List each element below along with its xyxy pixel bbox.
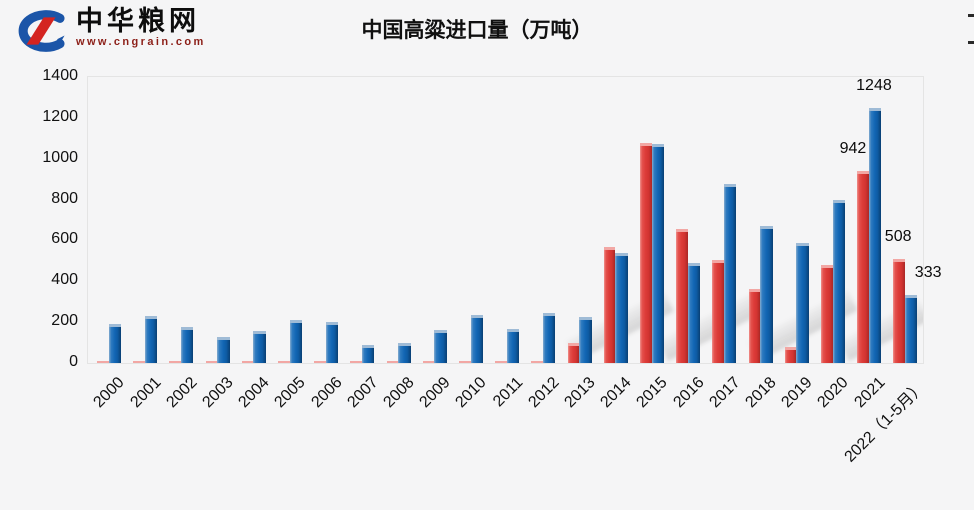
y-tick-label: 600 [51,230,78,248]
bar-red-2022（1-5月） [893,259,905,363]
x-tick-label: 2020 [814,374,853,412]
bar-blue-2013 [579,317,592,363]
bar-red-2002 [169,360,181,363]
y-tick-label: 1000 [42,148,78,166]
bar-red-2000 [97,360,109,363]
value-label-1248: 1248 [856,77,892,95]
y-tick-label: 1200 [42,107,78,125]
logo: 中华粮网 www.cngrain.com [12,6,206,54]
x-tick-label: 2015 [633,374,672,412]
bar-red-2001 [133,360,145,363]
bar-red-2015 [640,143,652,363]
x-tick-label: 2016 [670,374,708,412]
bar-red-2004 [241,360,254,363]
bar-blue-2008 [398,342,411,363]
bar-red-2010 [459,360,471,363]
bar-blue-2015 [651,144,664,363]
bar-blue-2017 [723,184,737,363]
y-tick-label: 400 [51,271,78,289]
x-tick-label: 2004 [235,374,273,412]
bar-blue-2019 [796,243,809,363]
cropped-edge-mark [968,41,974,44]
value-label-508: 508 [884,228,912,246]
bar-blue-2011 [506,328,520,363]
x-tick-label: 2008 [380,374,418,412]
x-tick-label: 2001 [127,374,165,412]
x-tick-label: 2007 [344,374,382,412]
bar-blue-2009 [434,329,447,363]
x-tick-label: 2003 [199,374,237,412]
y-tick-label: 1400 [42,67,78,84]
x-tick-label: 2005 [271,374,310,412]
bar-blue-2020 [832,199,845,363]
bar-blue-2005 [289,319,302,363]
bar-red-2020 [821,264,833,363]
bar-blue-2002 [180,326,194,363]
bar-blue-2022（1-5月） [904,294,918,363]
bar-blue-2012 [542,313,556,363]
bar-red-2017 [712,259,724,363]
bar-blue-2014 [615,253,628,363]
x-tick-label: 2009 [416,374,454,412]
x-tick-label: 2000 [90,374,129,412]
bar-red-2009 [422,360,435,363]
cngrain-logo-icon [18,10,65,52]
logo-url: www.cngrain.com [76,36,206,48]
x-tick-label: 2013 [561,374,599,412]
x-tick-label: 2019 [778,374,816,412]
bar-red-2018 [748,289,761,363]
x-tick-label: 2011 [489,374,527,411]
logo-text: 中华粮网 www.cngrain.com [76,6,206,48]
bar-blue-2021 [868,108,882,363]
bar-blue-2016 [687,262,701,363]
bar-blue-2010 [470,314,483,363]
chart-title: 中国高粱进口量（万吨） [361,19,593,42]
bar-red-2016 [676,229,688,363]
y-tick-label: 200 [51,312,78,330]
bar-red-2005 [278,360,290,363]
value-label-942: 942 [839,139,867,157]
bar-blue-2007 [361,345,375,363]
bar-blue-2004 [253,330,266,363]
value-label-333: 333 [914,263,942,281]
bar-red-2012 [531,360,543,363]
bar-blue-2006 [325,321,339,363]
bar-red-2013 [567,342,580,363]
bar-red-2021 [857,170,869,363]
x-tick-label: 2018 [742,374,780,412]
bar-blue-2001 [144,316,158,363]
y-tick-label: 800 [51,189,78,207]
cropped-edge-mark [968,14,974,17]
logo-title: 中华粮网 [76,6,200,36]
x-tick-label: 2017 [706,374,744,412]
bar-red-2019 [784,346,797,363]
x-tick-label: 2006 [308,374,346,412]
bar-red-2006 [314,360,326,363]
plot-area [87,76,924,364]
bar-blue-2003 [217,337,230,363]
bar-red-2007 [350,360,362,363]
bar-red-2011 [495,360,507,363]
x-tick-label: 2014 [597,374,635,412]
y-tick-label: 0 [69,353,78,370]
x-tick-label: 2010 [452,374,491,412]
x-tick-label: 2002 [163,374,201,412]
bar-red-2008 [386,360,399,363]
bar-red-2003 [205,360,218,363]
bar-red-2014 [603,246,616,363]
bar-blue-2018 [760,225,773,363]
x-tick-label: 2012 [525,374,563,412]
bar-blue-2000 [108,324,121,363]
